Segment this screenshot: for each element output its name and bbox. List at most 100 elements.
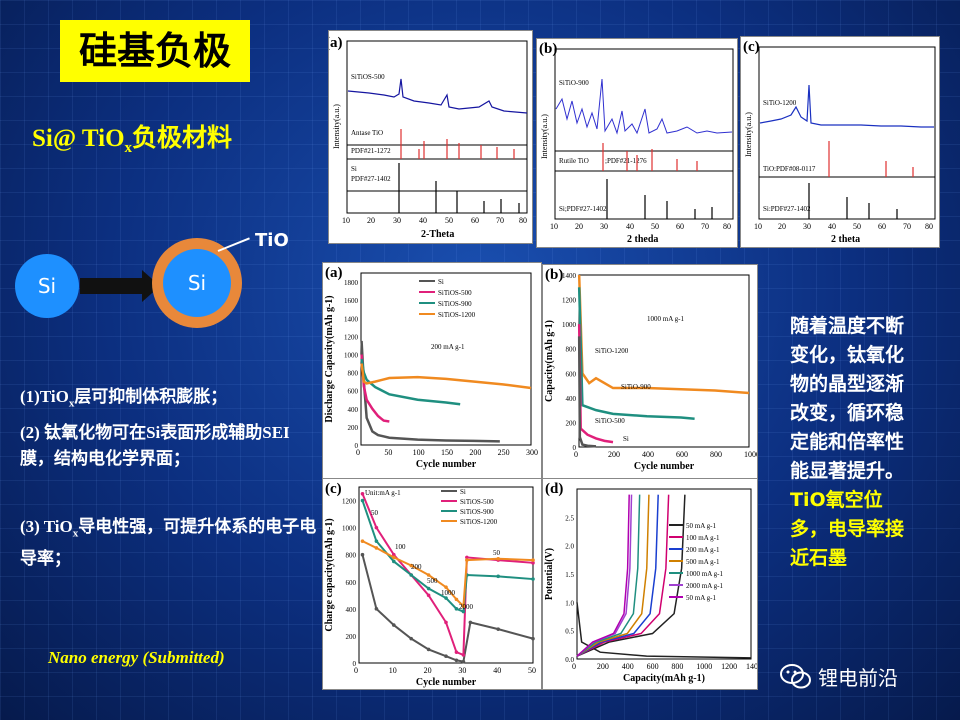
y-tick-label: 400 [346,606,357,614]
data-point [496,556,500,561]
series-line-Si [577,336,597,448]
data-point [531,577,535,581]
y-tick-label: 200 [348,424,359,432]
y-tick-label: 1000 [344,351,359,359]
legend-entry: SiTiOS-900 [460,508,494,516]
x-axis-label: Cycle number [634,461,695,472]
cycle-chart-a: (a) 0 50 100 150 200 250 300 0 200 400 600 800 1000 12… [322,262,542,480]
x-tick-label: 800 [671,662,683,671]
chart-panel-label: (c) [325,481,342,497]
xrd-b-tick: 60 [676,222,684,231]
voltage-chart-d-svg: (d) 0 200 400 600 800 1000 1200 1400 0.0 0.5 1.0 1.5… [544,481,757,684]
xrd-b-ref2: Si;PDF#27-1402 [559,205,607,213]
conclusion-normal: 随着温度不断变化，钛氧化物的晶型逐渐改变，循环稳定能和倍率性能显著提升。 [790,315,905,482]
x-tick-label: 50 [384,448,392,457]
charge-curve [576,494,630,657]
plot-frame [358,486,534,664]
legend-entry: 1000 mA g-1 [686,570,723,578]
si-particle: Si [15,254,79,318]
charge-curve [576,494,650,657]
rate-label: 500 [427,577,438,585]
page-title: 硅基负极 [60,20,250,82]
data-point [374,607,379,611]
charge-curve [576,494,641,657]
rate-label: 50 [493,549,501,557]
data-point [444,654,448,659]
rate-label: 200 [411,563,422,571]
xrd-a-ref1-lines [400,129,515,159]
x-tick-label: 300 [526,448,538,457]
y-tick-label: 2.5 [565,514,574,522]
xrd-b-tick: 80 [723,222,731,231]
xrd-a-label: (a) [329,35,343,51]
x-tick-label: 250 [498,448,510,457]
data-point [531,558,535,562]
xrd-a-tick: 80 [519,216,527,225]
legend-entry: SiTiOS-1200 [460,518,498,526]
xrd-b-tick: 10 [550,222,558,231]
charge-curve [576,494,633,657]
y-tick-label: 0 [355,442,359,450]
y-tick-label: 800 [346,552,357,560]
xrd-c-pattern [759,84,934,128]
legend-entry: SiTiOS-500 [460,498,494,506]
y-tick-label: 800 [566,346,577,354]
chart-panel-label: (d) [545,481,563,497]
watermark: 锂电前沿 [818,666,898,690]
y-tick-label: 0.0 [565,656,574,664]
citation: Nano energy (Submitted) [48,648,225,667]
data-point [465,558,469,562]
y-tick-label: 400 [566,395,577,403]
xrd-c-tick: 40 [828,222,836,231]
tio-label: TiO [255,230,289,251]
xrd-c-ref1: TiO:PDF#08-0117 [763,165,816,173]
subtitle: Si@ TiOx负极材料 [32,118,232,157]
data-point [392,623,396,627]
xrd-c-svg: (c) Intensity(a.u.) SiTiO-1200 TiO:PDF#0… [743,39,936,245]
y-tick-label: 200 [566,419,577,427]
xrd-c-sample: SiTiO-1200 [763,99,797,107]
y-tick-label: 1200 [562,297,577,305]
xrd-a-tick: 20 [367,216,375,225]
wechat-icon [780,664,811,689]
y-tick-label: 1200 [344,333,359,341]
x-tick-label: 600 [676,450,688,459]
legend-entry: Si [438,278,444,286]
x-tick-label: 50 [528,666,536,675]
xrd-a-tick: 50 [445,216,453,225]
data-point [465,555,469,560]
chart-annotation: 200 mA g-1 [431,343,465,351]
y-tick-label: 200 [346,633,357,641]
data-point [531,636,535,641]
rate-label: 2000 [459,603,474,611]
chart-annotation: Unit:mA g-1 [365,489,401,497]
data-point [426,647,431,652]
series-line-Si [360,340,500,443]
xrd-a-tick: 40 [419,216,427,225]
xrd-c-tick: 70 [903,222,911,231]
xrd-a-svg: (a) Intensity(a.u.) SiTiOS-500 Antase Ti… [329,35,528,240]
x-tick-label: 10 [389,666,397,675]
xrd-b-ref1-lines [602,143,698,171]
x-tick-label: 200 [597,662,609,671]
data-point [531,561,535,565]
data-point [461,609,466,614]
point-1: (1)TiOx层可抑制体积膨胀； [20,384,320,416]
data-point [454,597,459,602]
xrd-b-tick: 20 [575,222,583,231]
series-line-SiTiO-1200 [577,274,750,395]
x-tick-label: 1200 [721,662,737,671]
subtitle-prefix: Si@ TiO [32,125,125,152]
data-point [374,539,379,543]
x-tick-label: 400 [622,662,634,671]
xrd-panel-b: (b) Intensity(a.u.) SiTiO-900 Rutile TiO… [536,38,738,248]
xrd-b-pattern [555,78,733,135]
y-tick-label: 1.0 [565,599,574,607]
xrd-b-xlabel: 2 theda [627,234,658,245]
xrd-c-xticks: 10 20 30 40 50 60 70 80 [754,222,933,231]
data-point [360,491,365,496]
arrow-body [80,278,142,294]
xrd-c-tick: 60 [878,222,886,231]
legend-entry: 200 mA g-1 [686,546,720,554]
xrd-b-tick: 50 [651,222,659,231]
